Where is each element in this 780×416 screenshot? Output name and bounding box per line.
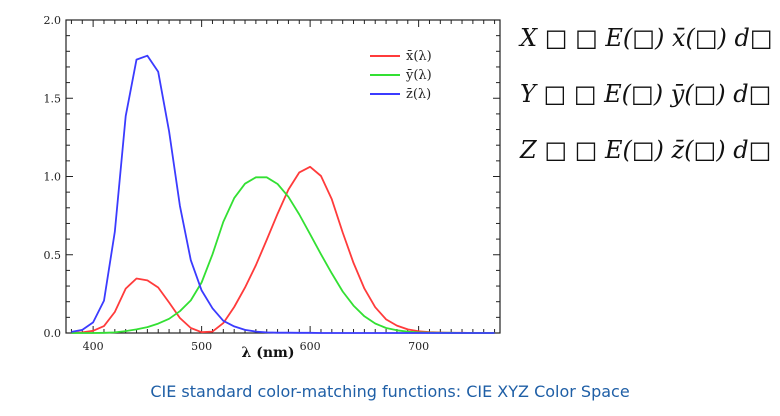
y-axis: 0.0 0.5 1.0 1.5 2.0 (44, 14, 500, 340)
equation-x: X □ □ E(□) x̄(□) d□ (520, 18, 773, 74)
tristimulus-equations: X □ □ E(□) x̄(□) d□ Y □ □ E(□) ȳ(□) d□ Z… (520, 18, 773, 186)
x-tick-label: 500 (191, 340, 212, 353)
cie-color-matching-chart: 400 500 600 700 0.0 0.5 1.0 1.5 2.0 λ (nm) x̄(λ… (44, 14, 501, 361)
equation-lhs: Y (520, 80, 536, 108)
equation-body: E(□) z̄(□) d□ (604, 136, 772, 164)
y-tick-label: 1.5 (44, 92, 62, 105)
equation-body: E(□) ȳ(□) d□ (604, 80, 772, 108)
equation-relation: □ (543, 80, 567, 108)
y-tick-label: 0.0 (44, 327, 62, 340)
x-tick-label: 400 (83, 340, 104, 353)
y-tick-label: 2.0 (44, 14, 62, 27)
equation-relation: □ (544, 24, 568, 52)
legend-label: z̄(λ) (406, 87, 431, 102)
x-axis: 400 500 600 700 (70, 20, 496, 353)
legend: x̄(λ) ȳ(λ) z̄(λ) (370, 49, 432, 102)
x-tick-label: 600 (300, 340, 321, 353)
series-line-z (71, 54, 495, 334)
equation-relation: □ (544, 136, 568, 164)
series-group (71, 54, 495, 334)
equation-operator: □ (575, 24, 598, 52)
equation-operator: □ (574, 136, 598, 164)
equation-body: E(□) x̄(□) d□ (605, 24, 773, 52)
equation-y: Y □ □ E(□) ȳ(□) d□ (520, 74, 772, 130)
y-tick-label: 1.0 (44, 171, 62, 184)
equation-lhs: X (520, 24, 538, 52)
x-axis-label: λ (nm) (242, 345, 295, 361)
legend-label: ȳ(λ) (405, 68, 432, 83)
equation-z: Z □ □ E(□) z̄(□) d□ (520, 130, 772, 186)
equation-operator: □ (573, 80, 597, 108)
y-tick-label: 0.5 (44, 249, 62, 262)
figure-caption: CIE standard color-matching functions: C… (150, 382, 630, 401)
legend-label: x̄(λ) (406, 49, 432, 64)
equation-lhs: Z (520, 136, 537, 164)
x-tick-label: 700 (408, 340, 429, 353)
plot-frame (65, 19, 501, 334)
